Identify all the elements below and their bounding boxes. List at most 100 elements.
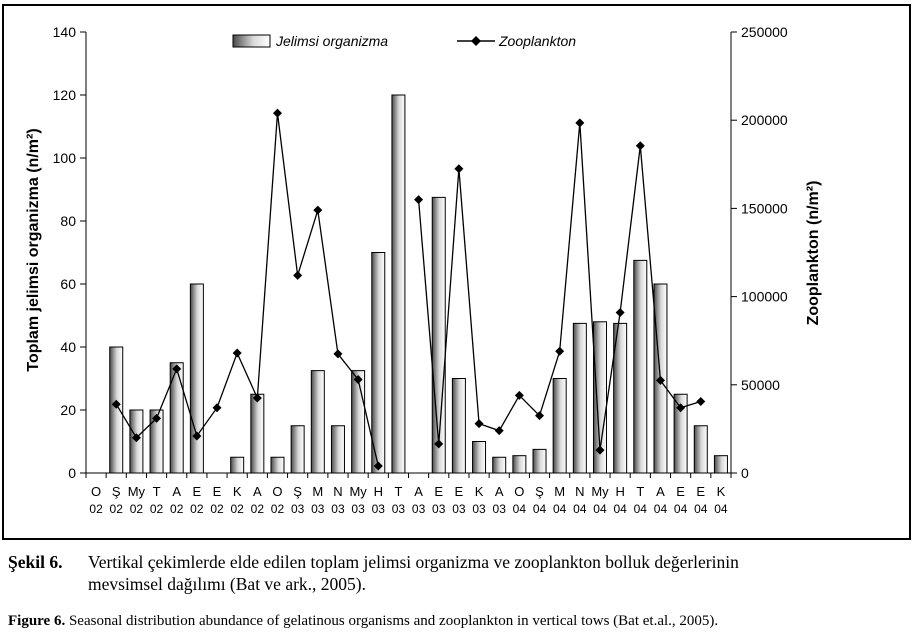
right-tick-label: 100000 [741,289,788,305]
right-tick-label: 150000 [741,200,788,216]
right-tick-label: 250000 [741,24,788,40]
bar-jelimsi-30 [693,425,708,474]
bar-jelimsi-21 [512,455,527,474]
zooplankton-point-26 [615,307,625,317]
zooplankton-point-3 [152,413,162,423]
right-tick-label: 200000 [741,112,788,128]
legend: Jelimsi organizma Zooplankton [232,33,576,49]
x-tick-label-month: T [636,484,644,499]
x-tick-label-month: T [153,484,161,499]
bar-jelimsi-18 [451,378,466,474]
x-tick-label-year: 02 [110,502,124,516]
x-tick-label-month: E [696,484,705,499]
x-tick-label-month: K [717,484,726,499]
chart-container: 0 20 40 60 80 100 120 140 0 50000 100000 150000 2000… [2,4,911,540]
legend-line-label: Zooplankton [498,33,576,49]
x-tick-label-year: 03 [311,502,325,516]
zooplankton-point-13 [353,375,363,385]
x-tick-label-year: 04 [674,502,688,516]
x-tick-label-year: 03 [412,502,426,516]
x-tick-label-year: 04 [553,502,567,516]
x-tick-label-month: O [514,484,524,499]
bar-jelimsi-11 [310,370,325,474]
x-tick-label-year: 04 [694,502,708,516]
x-tick-label-month: A [253,484,262,499]
x-tick-label-year: 02 [150,502,164,516]
bar-jelimsi-14 [371,252,386,474]
zooplankton-point-18 [454,164,464,174]
zooplankton-point-7 [232,348,242,358]
bar-jelimsi-24 [572,322,587,474]
x-tick-label-year: 04 [654,502,668,516]
x-tick-label-month: O [272,484,282,499]
zooplankton-point-29 [676,403,686,413]
chart-border [2,4,911,540]
x-tick-label-year: 03 [493,502,507,516]
x-tick-label-month: E [455,484,464,499]
x-tick-label-year: 02 [230,502,244,516]
x-tick-label-month: Ş [535,484,544,499]
bar-jelimsi-13 [351,370,366,474]
x-tick-label-year: 04 [533,502,547,516]
x-tick-label-month: My [349,484,367,499]
zooplankton-point-22 [535,411,545,421]
zooplankton-point-24 [575,118,585,128]
zooplankton-point-12 [333,349,343,359]
bar-jelimsi-5 [189,283,204,474]
x-tick-label-year: 03 [372,502,386,516]
x-tick-label-month: T [394,484,402,499]
bar-jelimsi-31 [713,455,728,474]
bar-jelimsi-8 [250,393,265,474]
left-tick-label: 100 [53,150,77,166]
x-tick-label-year: 03 [291,502,305,516]
x-tick-label-month: H [615,484,624,499]
caption-en-text: Seasonal distribution abundance of gelat… [68,613,719,629]
x-tick-label-month: A [656,484,665,499]
x-tick-label-year: 02 [170,502,184,516]
left-tick-label: 20 [60,402,76,418]
x-tick-label-year: 02 [251,502,265,516]
bar-jelimsi-15 [391,94,406,474]
zooplankton-point-14 [373,461,383,471]
x-tick-label-year: 04 [513,502,527,516]
x-tick-label-month: E [434,484,443,499]
right-tick-label: 50000 [741,377,780,393]
left-tick-label: 140 [53,24,77,40]
x-tick-label-year: 03 [472,502,486,516]
zooplankton-point-16 [414,195,424,205]
zooplankton-point-19 [474,419,484,429]
x-tick-label-month: My [128,484,146,499]
x-tick-label-year: 04 [593,502,607,516]
bar-jelimsi-1 [109,346,124,474]
x-tick-label-month: A [172,484,181,499]
caption-tr-text: Vertikal çekimlerde elde edilen toplam j… [88,552,739,594]
right-axis-label: Zooplankton (n/m²) [805,181,822,326]
x-tick-label-month: N [333,484,342,499]
x-tick-label-month: Ş [293,484,302,499]
bar-jelimsi-22 [532,448,547,474]
figure-caption-turkish: Şekil 6. Vertikal çekimlerde elde edilen … [8,551,908,595]
zooplankton-point-6 [212,403,222,413]
x-tick-label-month: A [495,484,504,499]
bar-jelimsi-17 [431,196,446,474]
bar-jelimsi-27 [633,259,648,474]
zooplankton-line [115,113,379,467]
zooplankton-point-21 [514,390,524,400]
bar-jelimsi-23 [552,378,567,474]
zooplankton-point-20 [494,426,504,436]
x-tick-label-year: 03 [331,502,345,516]
zooplankton-point-25 [595,445,605,455]
x-tick-label-year: 02 [89,502,103,516]
zooplankton-point-28 [655,375,665,385]
x-tick-label-month: M [312,484,323,499]
legend-line-marker [471,36,481,46]
bar-jelimsi-12 [330,425,345,474]
bar-jelimsi-9 [270,456,285,474]
x-tick-label-month: E [213,484,222,499]
bar-jelimsi-10 [290,425,305,474]
x-tick-label-month: K [475,484,484,499]
x-tick-label-month: O [91,484,101,499]
zooplankton-point-10 [293,270,303,280]
x-tick-label-month: M [554,484,565,499]
x-tick-label-month: E [193,484,202,499]
